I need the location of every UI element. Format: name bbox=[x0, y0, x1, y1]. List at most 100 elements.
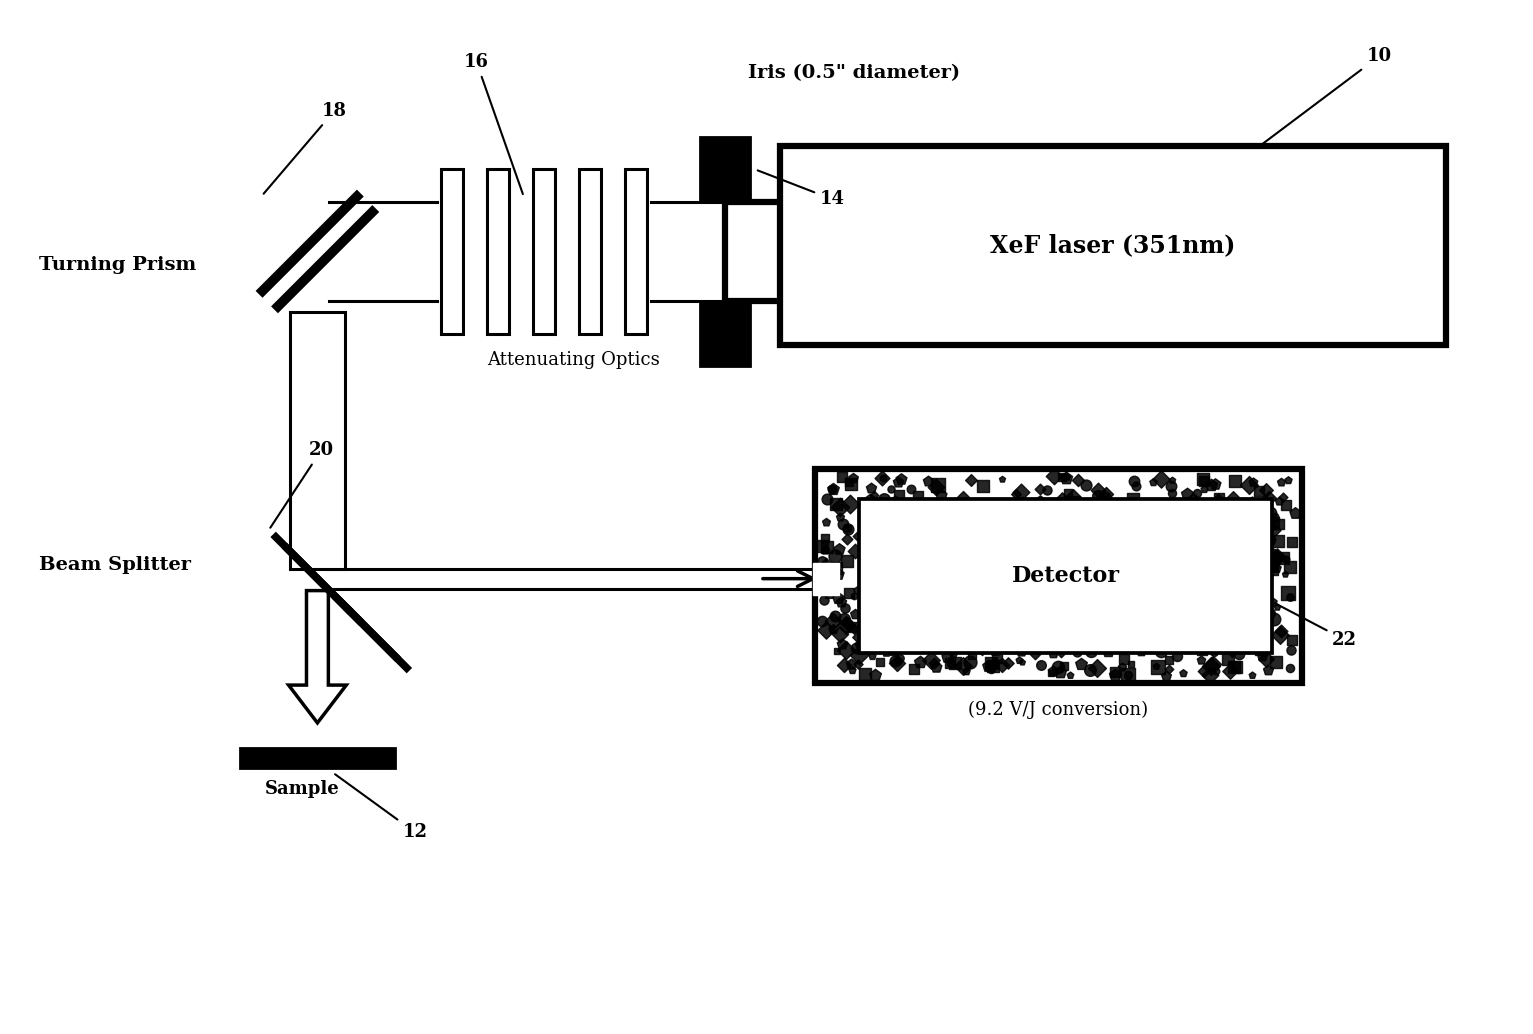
Point bbox=[1177, 603, 1202, 619]
Point bbox=[1009, 642, 1033, 659]
Point bbox=[1055, 468, 1079, 485]
Point bbox=[1035, 603, 1059, 619]
Point bbox=[989, 616, 1013, 633]
Point bbox=[1217, 627, 1242, 643]
Point bbox=[1182, 620, 1206, 637]
Point bbox=[978, 637, 1003, 653]
Point bbox=[987, 571, 1012, 587]
Point bbox=[993, 588, 1018, 605]
Point bbox=[1168, 589, 1193, 606]
Text: 22: 22 bbox=[1275, 603, 1357, 648]
Point bbox=[885, 655, 909, 671]
Point bbox=[1085, 488, 1110, 505]
Point bbox=[935, 648, 960, 665]
Point bbox=[1006, 608, 1030, 625]
Point bbox=[845, 527, 869, 544]
Point bbox=[1240, 474, 1265, 490]
Point bbox=[1122, 474, 1147, 490]
Point bbox=[1039, 514, 1064, 530]
Point bbox=[812, 529, 837, 546]
Point bbox=[1027, 481, 1052, 497]
Point bbox=[1254, 482, 1279, 498]
Point bbox=[1180, 622, 1205, 639]
Point bbox=[814, 621, 839, 638]
Point bbox=[1225, 616, 1249, 633]
Point bbox=[894, 528, 918, 545]
Point bbox=[964, 508, 989, 524]
Point bbox=[1052, 658, 1076, 674]
Point bbox=[1196, 573, 1220, 589]
Point bbox=[814, 491, 839, 508]
Point bbox=[990, 604, 1015, 620]
Point bbox=[1027, 491, 1052, 508]
Point bbox=[1098, 594, 1122, 610]
Point bbox=[1076, 574, 1101, 590]
Point bbox=[950, 490, 975, 507]
Point bbox=[927, 604, 952, 620]
Point bbox=[1144, 658, 1168, 674]
Point bbox=[843, 639, 868, 656]
Point bbox=[1139, 497, 1164, 514]
Point bbox=[1185, 485, 1210, 501]
Point bbox=[1111, 650, 1136, 667]
Point bbox=[1069, 561, 1093, 578]
Point bbox=[926, 477, 950, 493]
Point bbox=[1173, 565, 1197, 581]
Point bbox=[837, 584, 862, 601]
Point bbox=[1248, 601, 1272, 617]
Point bbox=[1249, 556, 1274, 573]
Point bbox=[1069, 630, 1093, 646]
Point bbox=[1107, 620, 1131, 637]
Point bbox=[1107, 587, 1131, 604]
Point bbox=[989, 612, 1013, 629]
Point bbox=[1217, 663, 1242, 679]
Point bbox=[871, 469, 895, 486]
Point bbox=[845, 582, 869, 599]
Point bbox=[1035, 549, 1059, 566]
Point bbox=[852, 608, 877, 625]
Point bbox=[1023, 645, 1047, 662]
Point bbox=[926, 606, 950, 622]
Bar bbox=[290, 312, 345, 569]
Point bbox=[960, 605, 984, 621]
Point bbox=[1036, 591, 1061, 608]
Point bbox=[1256, 662, 1280, 678]
Point bbox=[1203, 476, 1228, 492]
Point bbox=[917, 513, 941, 529]
Point bbox=[858, 586, 883, 603]
Point bbox=[1193, 610, 1217, 627]
Point bbox=[986, 528, 1010, 545]
Point bbox=[1121, 504, 1145, 520]
Point bbox=[888, 649, 912, 666]
Point bbox=[1210, 572, 1234, 588]
Point bbox=[1154, 668, 1179, 685]
Point bbox=[1093, 486, 1118, 503]
Point bbox=[881, 494, 906, 511]
Point bbox=[1279, 558, 1303, 575]
Point bbox=[1147, 558, 1171, 575]
Point bbox=[921, 655, 946, 671]
Point bbox=[1157, 498, 1182, 515]
Point bbox=[823, 607, 848, 624]
Point bbox=[950, 658, 975, 674]
Point bbox=[886, 622, 911, 639]
Point bbox=[1240, 608, 1265, 625]
Point bbox=[1110, 659, 1134, 675]
Point bbox=[977, 658, 1001, 674]
Point bbox=[918, 506, 943, 522]
Point bbox=[1203, 617, 1228, 634]
Point bbox=[1191, 470, 1216, 487]
Point bbox=[1009, 484, 1033, 500]
Point bbox=[1141, 566, 1165, 582]
Point bbox=[1216, 540, 1240, 556]
Point bbox=[1021, 519, 1046, 536]
Point bbox=[829, 594, 854, 610]
Point bbox=[865, 517, 889, 534]
Point bbox=[1279, 642, 1303, 659]
Point bbox=[1171, 665, 1196, 681]
Point bbox=[924, 581, 949, 598]
Point bbox=[987, 513, 1012, 529]
Point bbox=[943, 655, 967, 671]
Point bbox=[970, 641, 995, 658]
Point bbox=[820, 481, 845, 497]
